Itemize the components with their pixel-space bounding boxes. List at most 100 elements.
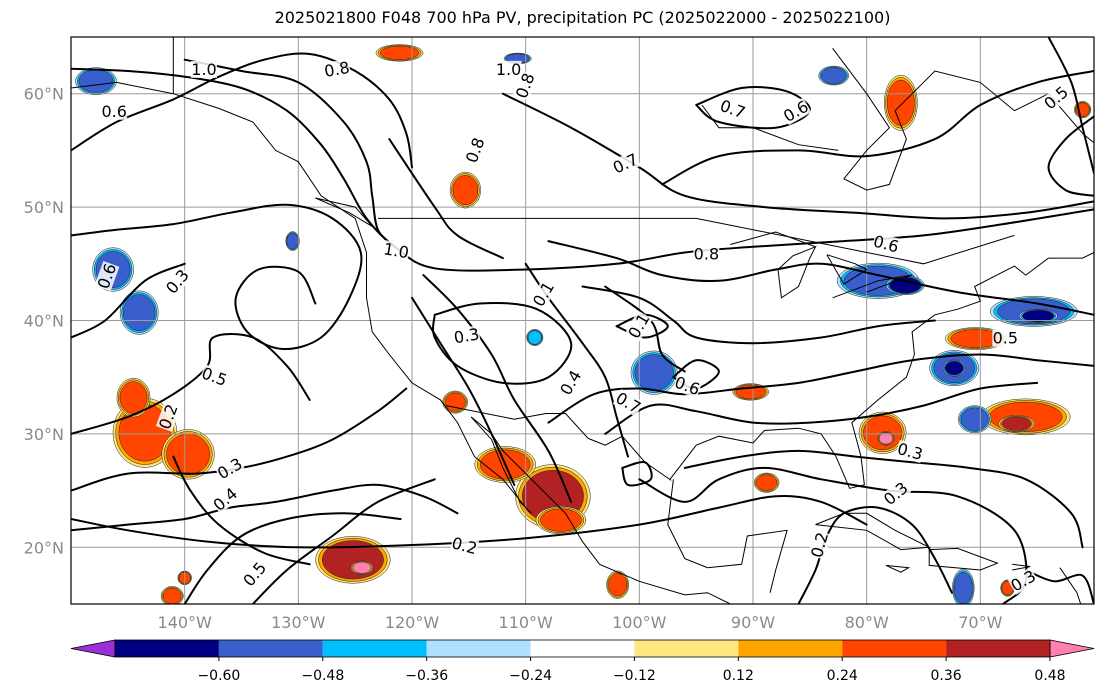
precip-anomaly-blob xyxy=(166,433,210,475)
colorbar-swatch xyxy=(634,640,739,657)
precip-anomaly-blob xyxy=(78,69,114,93)
coastline-path xyxy=(832,47,1094,191)
pv-contour-label: 0.6 xyxy=(101,102,126,121)
precip-anomaly-blob xyxy=(527,330,542,345)
pv-contour-label-bg xyxy=(1007,567,1039,595)
precip-anomaly-blob xyxy=(379,45,420,60)
precip-anomaly-blob xyxy=(162,587,182,604)
pv-contour-label-bg xyxy=(529,278,558,310)
graticule xyxy=(71,37,1094,604)
precip-anomaly-blob xyxy=(123,294,156,331)
latitude-tick-label: 50°N xyxy=(24,198,64,217)
pv-contour xyxy=(172,455,311,566)
colorbar-tick-label: 0.24 xyxy=(827,668,858,684)
colorbar-frame xyxy=(114,639,1051,658)
coastline-path xyxy=(928,547,999,571)
colorbar-extend-high xyxy=(1049,639,1095,658)
pv-contour-label-bg xyxy=(808,530,832,560)
pv-contour-label: 0.8 xyxy=(323,58,351,81)
pv-contour xyxy=(71,495,868,549)
colorbar-swatch xyxy=(946,640,1050,657)
pv-contour-label: 1.0 xyxy=(382,239,410,262)
precip-anomaly-blob xyxy=(540,508,582,532)
precip-anomaly-blob xyxy=(820,67,847,84)
pv-contour-label-bg xyxy=(155,401,181,432)
pv-contour xyxy=(388,138,504,260)
pv-contour-label-bg xyxy=(381,240,411,262)
precip-anomaly-blob xyxy=(944,361,964,376)
pv-contour-label: 1.0 xyxy=(191,60,216,79)
latitude-tick-label: 20°N xyxy=(24,538,64,557)
pv-contour-label-bg xyxy=(610,150,641,177)
latitude-tick-label: 40°N xyxy=(24,312,64,331)
pv-contour-label-bg xyxy=(94,261,120,292)
pv-contour-label-group: 0.6 xyxy=(101,102,128,121)
colorbar-extend-low xyxy=(70,639,116,658)
pv-contour-label-bg xyxy=(992,329,1019,347)
precip-anomaly-blob xyxy=(878,432,894,445)
precip-anomaly-blob xyxy=(352,561,372,574)
longitude-tick-label: 130°W xyxy=(271,613,326,632)
pv-contour xyxy=(432,302,573,385)
pv-contour xyxy=(683,449,1084,549)
pv-contour-label-bg xyxy=(780,97,812,126)
colorbar-tick-label: 0.48 xyxy=(1034,668,1065,684)
pv-contour-label: 0.8 xyxy=(694,245,719,264)
pv-contour xyxy=(1047,37,1094,175)
coastline-path xyxy=(71,81,731,604)
pv-contour xyxy=(581,285,936,345)
precip-anomaly-blob xyxy=(953,571,973,604)
precip-anomaly-blob xyxy=(286,232,299,250)
pv-contour-label-bg xyxy=(191,60,217,78)
pv-contour xyxy=(604,285,686,373)
pv-contour xyxy=(183,512,402,604)
precip-anomaly-blob xyxy=(889,277,922,294)
precip-anomaly-blob xyxy=(756,474,778,491)
pv-contour xyxy=(547,240,1094,316)
pv-contour-label-group: 0.6 xyxy=(672,373,702,400)
colorbar-swatch xyxy=(426,640,531,657)
precip-anomaly-blob xyxy=(960,407,989,431)
pv-contour-label-group: 0.5 xyxy=(199,363,230,390)
pv-contour-label-group: 0.6 xyxy=(94,261,121,292)
colorbar-swatch xyxy=(738,640,843,657)
colorbar-tick-label: 0.36 xyxy=(931,668,962,684)
pv-contour-label-bg xyxy=(199,364,230,390)
pv-contour-label-group: 1.0 xyxy=(191,60,217,79)
coastline-path xyxy=(315,197,373,227)
pv-contour xyxy=(71,52,413,169)
pv-contour xyxy=(797,506,953,604)
longitude-labels: 140°W 130°W 120°W 110°W 100°W 90°W 80°W 70°W xyxy=(158,613,1003,632)
coastline-path xyxy=(669,252,1094,489)
pv-contour xyxy=(1024,569,1094,604)
coastlines xyxy=(71,37,1094,604)
pv-contour-label-group: 0.7 xyxy=(717,96,747,123)
longitude-tick-label: 90°W xyxy=(731,613,775,632)
colorbar-tick-label: 0.12 xyxy=(723,668,754,684)
pv-contour xyxy=(71,67,1094,272)
colorbar: −0.60 −0.48 −0.36 −0.24 −0.12 0.12 0.24 0.36 0.4… xyxy=(70,639,1095,684)
coastline-path xyxy=(1059,567,1082,604)
pv-contour xyxy=(71,387,408,492)
pv-contour-label-group: 1.0 xyxy=(495,60,522,79)
longitude-tick-label: 110°W xyxy=(499,613,554,632)
longitude-tick-label: 100°W xyxy=(612,613,667,632)
pv-contour-label-bg xyxy=(512,70,538,101)
pv-contour xyxy=(501,92,1094,220)
coastline-path xyxy=(696,217,1015,265)
pv-contour-label-bg xyxy=(452,325,481,347)
latitude-labels: 20°N 30°N 40°N 50°N 60°N xyxy=(24,85,64,558)
pv-contour-layer xyxy=(71,37,1094,604)
latitude-tick-label: 60°N xyxy=(24,85,64,104)
pv-contour-label: 0.5 xyxy=(993,329,1018,348)
pv-contour xyxy=(251,478,436,604)
pv-contour xyxy=(71,483,459,532)
colorbar-swatch xyxy=(115,640,219,657)
colorbar-swatch xyxy=(842,640,947,657)
pv-contour xyxy=(638,466,1028,604)
pv-contour-label-bg xyxy=(101,102,128,120)
pv-contour-label-bg xyxy=(239,558,270,590)
pv-contour-label-bg xyxy=(1040,82,1072,113)
coastline-path xyxy=(1012,563,1031,571)
pv-contour xyxy=(661,70,1094,186)
